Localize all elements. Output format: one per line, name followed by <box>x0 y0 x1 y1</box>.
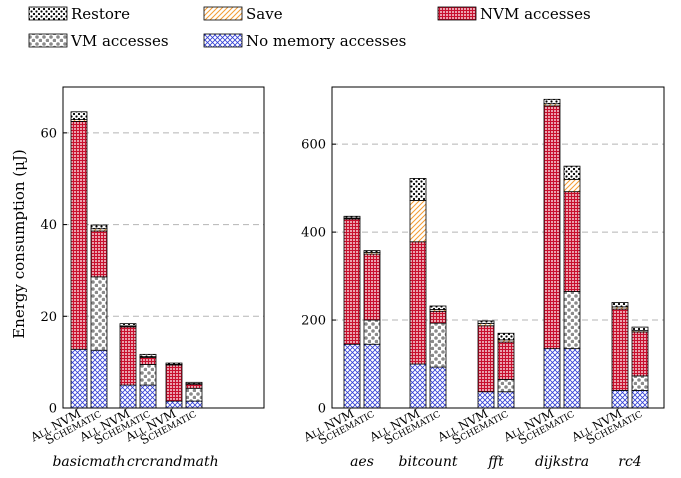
bar-segment-none <box>363 343 381 409</box>
legend-item-none: No memory accesses <box>203 32 406 50</box>
bar-segment-nvm <box>477 325 495 393</box>
bar-segment-nvm <box>139 357 157 365</box>
legend-item-vm: VM accesses <box>28 32 169 50</box>
bar-segment-restore <box>343 215 361 219</box>
plot-frame <box>62 86 265 409</box>
legend-swatch-none <box>203 33 243 48</box>
benchmark-label: basicmath <box>52 454 125 470</box>
bar-segment-none <box>119 384 137 409</box>
legend-label-none: No memory accesses <box>246 32 406 50</box>
bar-segment-none <box>563 348 581 409</box>
y-tick-label: 600 <box>301 138 326 153</box>
bar-segment-vm <box>563 291 581 350</box>
y-tick-label: 20 <box>40 310 57 325</box>
bar-segment-save <box>409 200 427 243</box>
bar-segment-none <box>409 363 427 409</box>
bar-segment-nvm <box>70 120 88 350</box>
legend: Restore Save NVM accesses VM accesses No… <box>28 5 591 50</box>
legend-swatch-nvm <box>437 6 477 21</box>
legend-label-save: Save <box>246 5 283 23</box>
bar-segment-nvm <box>185 383 203 389</box>
bar-segment-nvm <box>429 310 447 324</box>
bar-segment-none <box>70 348 88 409</box>
bar-segment-vm <box>139 364 157 386</box>
bar-segment-none <box>631 390 649 409</box>
bar-segment-restore <box>119 323 137 327</box>
bar-segment-none <box>90 349 108 409</box>
bar-segment-restore <box>543 98 561 105</box>
bar-segment-restore <box>70 111 88 120</box>
bar-segment-restore <box>563 165 581 180</box>
bar-segment-restore <box>363 250 381 253</box>
y-tick-label: 0 <box>49 402 57 417</box>
benchmark-label: dijkstra <box>535 454 589 470</box>
bar-segment-nvm <box>563 191 581 292</box>
legend-swatch-save <box>203 6 243 21</box>
bar-segment-restore <box>139 353 157 358</box>
bar-segment-none <box>429 366 447 409</box>
legend-swatch-restore <box>28 6 68 21</box>
benchmark-label: fft <box>487 454 504 470</box>
bar-segment-restore <box>477 320 495 324</box>
legend-item-restore: Restore <box>28 5 130 23</box>
bar-segment-restore <box>429 305 447 310</box>
bar-segment-restore <box>631 326 649 332</box>
bar-segment-nvm <box>497 341 515 380</box>
benchmark-label: randmath <box>149 454 218 470</box>
bar-segment-vm <box>185 387 203 402</box>
legend-label-vm: VM accesses <box>70 32 169 50</box>
bar-segment-vm <box>429 322 447 368</box>
legend-swatch-vm <box>28 33 68 48</box>
bar-segment-restore <box>497 332 515 341</box>
bar-segment-nvm <box>363 253 381 321</box>
bar-segment-none <box>611 390 629 409</box>
y-tick-label: 400 <box>301 226 326 241</box>
y-tick-label: 0 <box>318 402 326 417</box>
bar-segment-none <box>139 384 157 409</box>
bar-segment-nvm <box>543 105 561 350</box>
bar-segment-nvm <box>343 218 361 345</box>
benchmark-label: bitcount <box>399 454 458 470</box>
bar-segment-nvm <box>119 326 137 386</box>
benchmark-label: crc <box>127 454 150 470</box>
bar-segment-restore <box>611 302 629 308</box>
bar-segment-none <box>343 343 361 409</box>
y-axis-label: Energy consumption (μJ) <box>10 149 28 339</box>
bar-segment-save <box>563 178 581 193</box>
y-tick-label: 40 <box>40 218 57 233</box>
bar-segment-none <box>165 400 183 409</box>
bar-segment-vm <box>90 276 108 351</box>
legend-label-nvm: NVM accesses <box>480 5 591 23</box>
legend-label-restore: Restore <box>71 5 130 23</box>
bar-segment-none <box>497 391 515 409</box>
legend-item-save: Save <box>203 5 283 23</box>
config-label: ALL NVM <box>568 406 624 445</box>
y-tick-label: 60 <box>40 126 57 141</box>
benchmark-label: aes <box>350 454 374 470</box>
bar-segment-vm <box>631 375 649 391</box>
bar-segment-none <box>185 400 203 409</box>
bar-segment-nvm <box>165 364 183 402</box>
bar-segment-nvm <box>409 241 427 365</box>
legend-item-nvm: NVM accesses <box>437 5 591 23</box>
bar-segment-vm <box>363 319 381 345</box>
benchmark-label: rc4 <box>618 454 641 470</box>
bar-segment-vm <box>497 379 515 393</box>
y-tick-label: 200 <box>301 314 326 329</box>
bar-segment-none <box>543 348 561 409</box>
bar-segment-restore <box>90 224 108 230</box>
bar-segment-nvm <box>90 230 108 278</box>
plot-frame <box>331 86 665 409</box>
bar-segment-none <box>477 391 495 409</box>
bar-segment-nvm <box>611 308 629 391</box>
bar-segment-restore <box>185 381 203 385</box>
bar-segment-nvm <box>631 331 649 377</box>
bar-segment-restore <box>165 362 183 365</box>
bar-segment-restore <box>409 178 427 201</box>
